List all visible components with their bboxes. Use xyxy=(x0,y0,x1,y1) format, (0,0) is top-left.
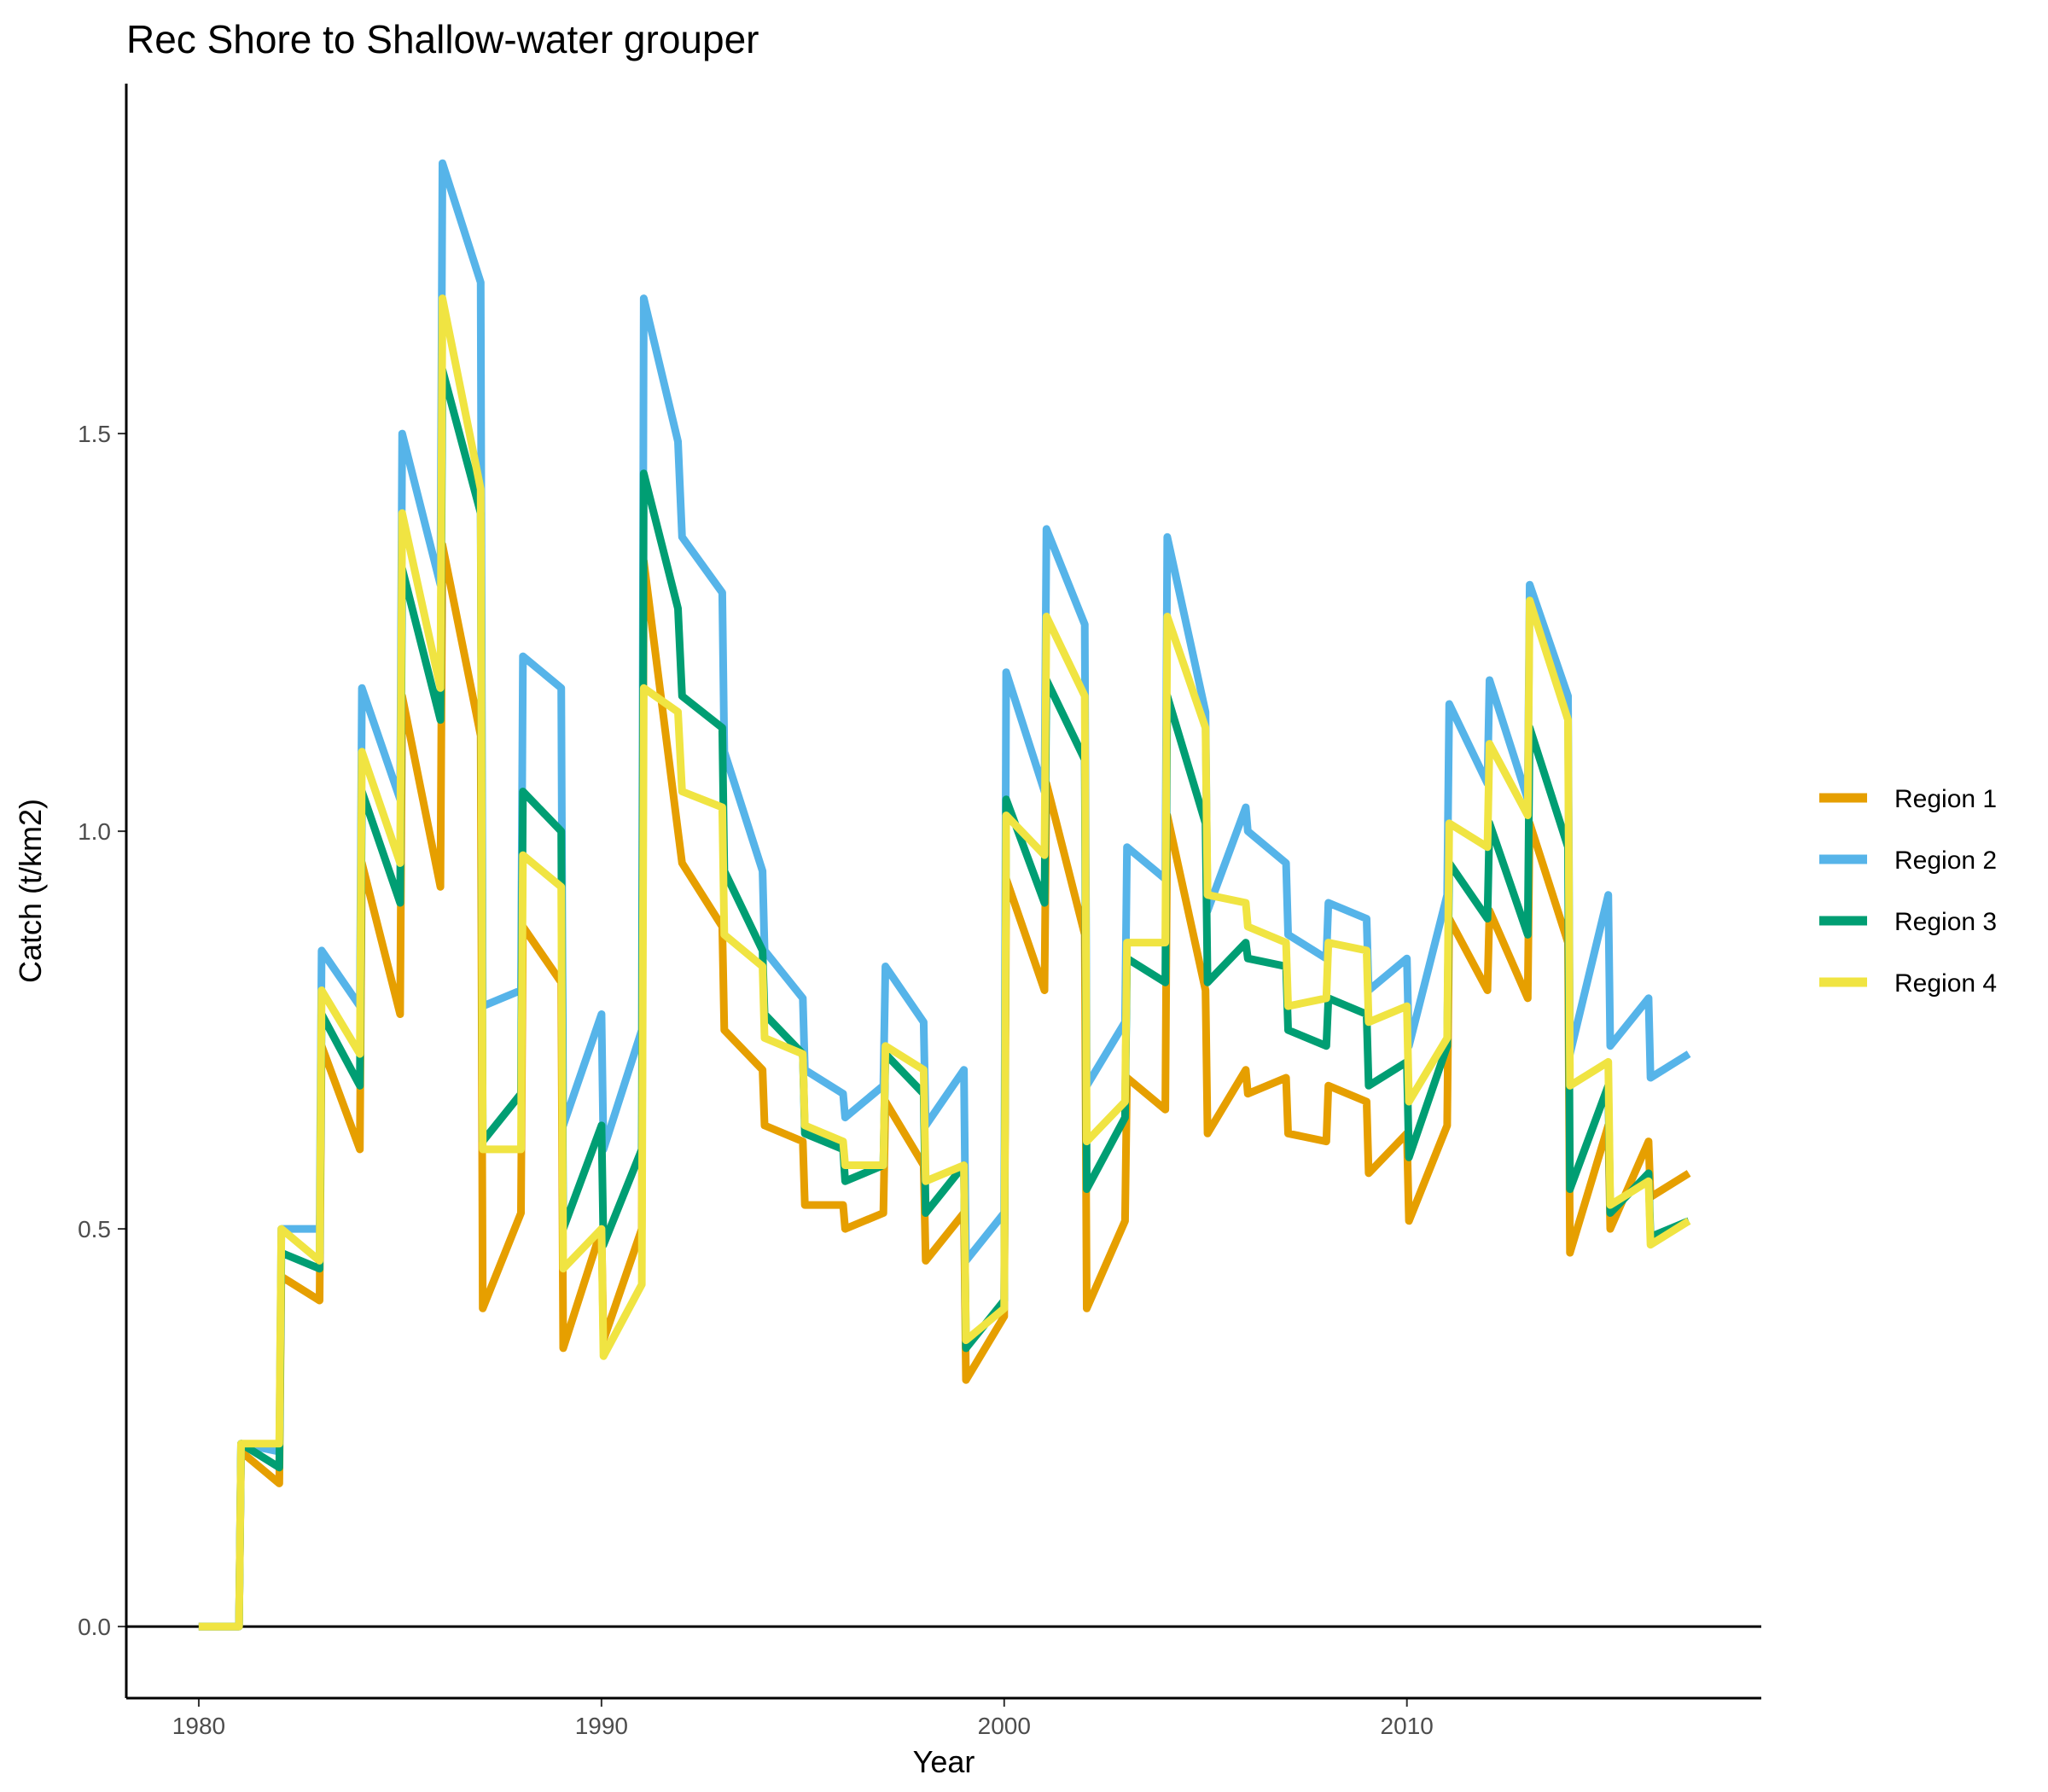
legend-label-region-3: Region 3 xyxy=(1894,908,1997,936)
x-tick-label: 1990 xyxy=(575,1713,628,1739)
series-line-region-3 xyxy=(198,366,1690,1631)
legend-label-region-1: Region 1 xyxy=(1894,785,1997,813)
y-tick-label: 1.5 xyxy=(78,421,111,447)
series-line-region-1 xyxy=(198,541,1691,1631)
x-axis-ticks: 1980 1990 2000 2010 xyxy=(172,1698,1434,1739)
chart-title: Rec Shore to Shallow-water grouper xyxy=(126,17,759,61)
y-axis-title: Catch (t/km2) xyxy=(13,799,48,983)
plot-area xyxy=(126,159,1761,1631)
x-axis-title: Year xyxy=(913,1744,975,1779)
x-tick-label: 1980 xyxy=(172,1713,225,1739)
x-tick-label: 2000 xyxy=(978,1713,1031,1739)
legend-label-region-4: Region 4 xyxy=(1894,969,1997,998)
y-tick-label: 0.0 xyxy=(78,1614,111,1640)
y-axis-ticks: 0.0 0.5 1.0 1.5 xyxy=(78,421,126,1640)
x-tick-label: 2010 xyxy=(1381,1713,1434,1739)
legend: Region 1 Region 2 Region 3 Region 4 xyxy=(1819,785,1997,998)
series-line-region-2 xyxy=(198,159,1691,1631)
y-tick-label: 1.0 xyxy=(78,818,111,845)
series-line-region-4 xyxy=(198,294,1691,1631)
legend-label-region-2: Region 2 xyxy=(1894,847,1997,875)
y-tick-label: 0.5 xyxy=(78,1216,111,1242)
